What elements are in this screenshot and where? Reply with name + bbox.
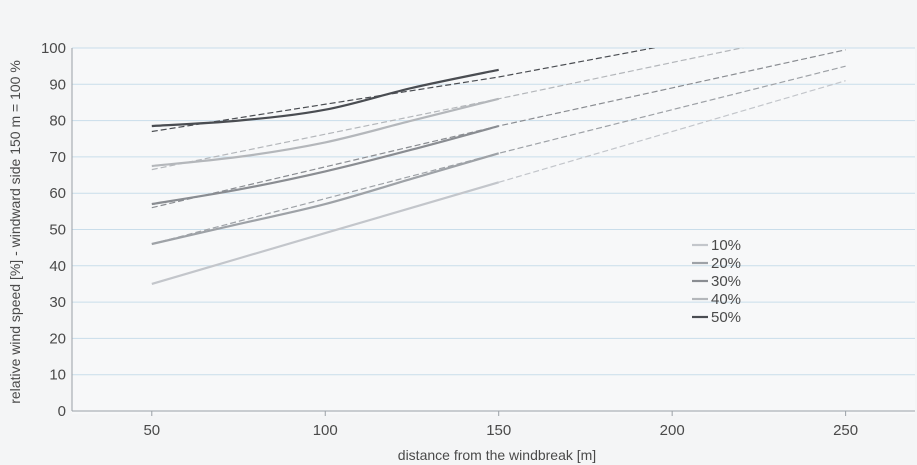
x-tick-label: 100 xyxy=(313,422,338,439)
series-20-line xyxy=(151,152,500,246)
legend-label-40: 40% xyxy=(711,291,741,308)
legend-label-20: 20% xyxy=(711,255,741,272)
x-tick-label: 200 xyxy=(660,422,685,439)
x-axis-title: distance from the windbreak [m] xyxy=(398,447,596,463)
y-tick-label: 70 xyxy=(49,149,66,166)
series-10-line xyxy=(151,181,500,285)
series-50-trend-line xyxy=(151,48,657,133)
series-40-trend-line xyxy=(151,48,745,171)
y-tick-label: 100 xyxy=(41,40,66,57)
legend-label-50: 50% xyxy=(711,309,741,326)
y-tick-label: 60 xyxy=(49,185,66,202)
y-axis-title: relative wind speed [%] - windward side … xyxy=(7,60,23,404)
y-tick-label: 0 xyxy=(58,403,66,420)
series-10-trend-line xyxy=(498,80,846,183)
series-lines xyxy=(151,48,846,285)
x-tick-labels: 50 100 150 200 250 xyxy=(143,422,858,439)
y-tick-label: 80 xyxy=(49,113,66,130)
y-tick-label: 50 xyxy=(49,222,66,239)
series-50-line xyxy=(151,68,499,128)
y-tick-label: 30 xyxy=(49,294,66,311)
y-tick-labels: 0 10 20 30 40 50 60 70 80 90 100 xyxy=(41,40,66,420)
series-20-trend-line xyxy=(151,65,846,245)
legend-label-10: 10% xyxy=(711,237,741,254)
plot-area xyxy=(72,48,915,414)
axes xyxy=(71,48,915,416)
series-30-line xyxy=(151,124,499,206)
y-tick-label: 10 xyxy=(49,367,66,384)
x-tick-label: 50 xyxy=(143,422,160,439)
series-30-trend-line xyxy=(151,49,846,209)
x-tick-label: 250 xyxy=(833,422,858,439)
series-40-line xyxy=(151,97,499,168)
y-tick-label: 40 xyxy=(49,258,66,275)
x-tick-label: 150 xyxy=(486,422,511,439)
legend-label-30: 30% xyxy=(711,273,741,290)
y-tick-label: 20 xyxy=(49,330,66,347)
legend: 10%20%30%40%50% xyxy=(692,237,741,326)
y-tick-label: 90 xyxy=(49,76,66,93)
